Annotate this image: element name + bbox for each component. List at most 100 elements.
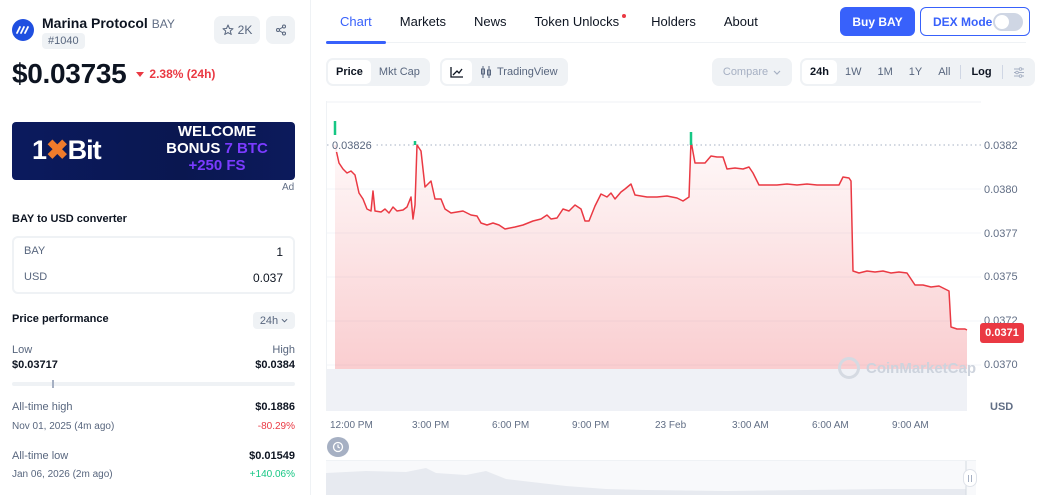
- x-tick: 6:00 AM: [812, 420, 849, 431]
- ath-date: Nov 01, 2025 (4m ago): [12, 421, 115, 432]
- start-price-label: 0.03826: [330, 140, 374, 152]
- range-1w[interactable]: 1W: [844, 66, 862, 78]
- coinmarketcap-watermark: CoinMarketCap: [838, 357, 976, 379]
- share-button[interactable]: [266, 16, 295, 44]
- performance-period-select[interactable]: 24h: [253, 312, 295, 329]
- y-tick: 0.0380: [984, 184, 1018, 196]
- price-toggle[interactable]: Price: [328, 60, 371, 84]
- log-scale-button[interactable]: Log: [971, 66, 992, 78]
- price-line-plot: [327, 101, 981, 411]
- tab-chart[interactable]: Chart: [326, 0, 386, 44]
- star-icon: [222, 24, 234, 35]
- low-label: Low: [12, 344, 33, 356]
- share-icon: [275, 24, 286, 36]
- ath-value: $0.1886: [255, 401, 295, 413]
- y-tick: 0.0370: [984, 359, 1018, 371]
- atl-label: All-time low: [12, 450, 69, 462]
- low-high-labels: Low High: [12, 344, 295, 356]
- divider: [1001, 65, 1003, 79]
- chevron-down-icon: [281, 318, 288, 323]
- current-price-tag: 0.0371: [980, 323, 1024, 343]
- converter-to-input[interactable]: 0.037: [252, 271, 283, 285]
- line-chart-icon: [450, 67, 463, 78]
- time-range-selector: 24h 1W 1M 1Y All Log: [800, 58, 1035, 86]
- buy-button[interactable]: Buy BAY: [840, 7, 915, 36]
- performance-title: Price performance: [12, 313, 109, 325]
- price-change-24h: 2.38% (24h): [136, 67, 215, 81]
- tab-holders[interactable]: Holders: [651, 14, 696, 29]
- price-chart[interactable]: [326, 101, 981, 411]
- high-value: $0.0384: [255, 359, 295, 371]
- watchlist-count: 2K: [237, 23, 253, 37]
- coin-name: Marina Protocol: [42, 15, 148, 31]
- coin-sidebar: Marina Protocol BAY #1040 2K $0.03735 2.…: [0, 0, 311, 495]
- x-tick: 9:00 PM: [572, 420, 610, 431]
- ad-banner[interactable]: 1✖Bit WELCOME BONUS 7 BTC +250 FS: [12, 122, 295, 180]
- range-all[interactable]: All: [938, 66, 951, 78]
- y-tick: 0.0377: [984, 228, 1018, 240]
- range-24h[interactable]: 24h: [802, 60, 837, 84]
- converter-to-row[interactable]: USD 0.037: [24, 271, 283, 285]
- atl-date: Jan 06, 2026 (2m ago): [12, 469, 113, 480]
- x-tick: 3:00 AM: [732, 420, 769, 431]
- converter-box: BAY 1 USD 0.037: [12, 236, 295, 294]
- converter-from-label: BAY: [24, 245, 46, 257]
- low-high-values: $0.03717 $0.0384: [12, 359, 295, 371]
- ath-pct: -80.29%: [257, 421, 295, 432]
- navigator-mini-chart: [326, 461, 967, 495]
- history-button[interactable]: [327, 437, 349, 457]
- tradingview-button[interactable]: TradingView: [472, 60, 566, 84]
- price-row: $0.03735 2.38% (24h): [12, 58, 215, 90]
- coin-header: Marina Protocol BAY #1040: [12, 15, 175, 49]
- candlestick-icon: [481, 66, 491, 78]
- chart-view-toggle: TradingView: [440, 58, 568, 86]
- y-tick: 0.0382: [984, 140, 1018, 152]
- line-chart-button[interactable]: [442, 60, 472, 84]
- atl-value: $0.01549: [249, 450, 295, 462]
- x-tick: 9:00 AM: [892, 420, 929, 431]
- compare-dropdown[interactable]: Compare: [712, 58, 792, 86]
- x-tick: 6:00 PM: [492, 420, 530, 431]
- coin-logo-icon: [12, 19, 34, 41]
- y-tick: 0.0375: [984, 271, 1018, 283]
- tab-about[interactable]: About: [723, 14, 758, 29]
- sliders-icon: [1013, 66, 1024, 78]
- watchlist-button[interactable]: 2K: [214, 16, 260, 44]
- range-1y[interactable]: 1Y: [908, 66, 923, 78]
- navigator-drag-handle[interactable]: [963, 469, 977, 487]
- history-clock-icon: [332, 441, 344, 453]
- ad-brand-logo: 1✖Bit: [32, 135, 102, 165]
- ath-label: All-time high: [12, 401, 73, 413]
- x-tick: 12:00 PM: [330, 420, 373, 431]
- toggle-switch[interactable]: [993, 13, 1023, 31]
- rank-badge: #1040: [42, 33, 85, 49]
- high-label: High: [272, 344, 295, 356]
- current-price: $0.03735: [12, 58, 127, 89]
- chevron-down-icon: [773, 70, 781, 75]
- tab-news[interactable]: News: [474, 14, 507, 29]
- converter-title: BAY to USD converter: [12, 213, 127, 225]
- x-tick: 23 Feb: [655, 420, 687, 431]
- tab-token-unlocks[interactable]: Token Unlocks: [521, 0, 638, 43]
- ad-text: WELCOME BONUS 7 BTC +250 FS: [166, 123, 268, 174]
- currency-label: USD: [990, 401, 1014, 413]
- range-marker: [52, 380, 54, 388]
- chart-settings-button[interactable]: [1005, 60, 1033, 84]
- tab-markets[interactable]: Markets: [399, 14, 447, 29]
- cmc-logo-icon: [838, 357, 860, 379]
- mktcap-toggle[interactable]: Mkt Cap: [378, 66, 420, 78]
- main-tabs: Chart Markets News Token Unlocks Holders…: [326, 0, 1026, 44]
- low-value: $0.03717: [12, 359, 58, 371]
- chart-type-toggle: Price Mkt Cap: [326, 58, 430, 86]
- dex-mode-toggle[interactable]: DEX Mode: [920, 7, 1030, 36]
- divider: [960, 65, 962, 79]
- price-range-bar: [12, 380, 295, 388]
- caret-down-icon: [136, 71, 145, 77]
- converter-to-label: USD: [24, 271, 48, 283]
- range-1m[interactable]: 1M: [877, 66, 893, 78]
- atl-pct: +140.06%: [249, 469, 295, 480]
- converter-from-row[interactable]: BAY 1: [24, 245, 283, 259]
- converter-from-input[interactable]: 1: [276, 245, 283, 259]
- chart-navigator[interactable]: [326, 460, 976, 495]
- ad-label: Ad: [282, 182, 295, 193]
